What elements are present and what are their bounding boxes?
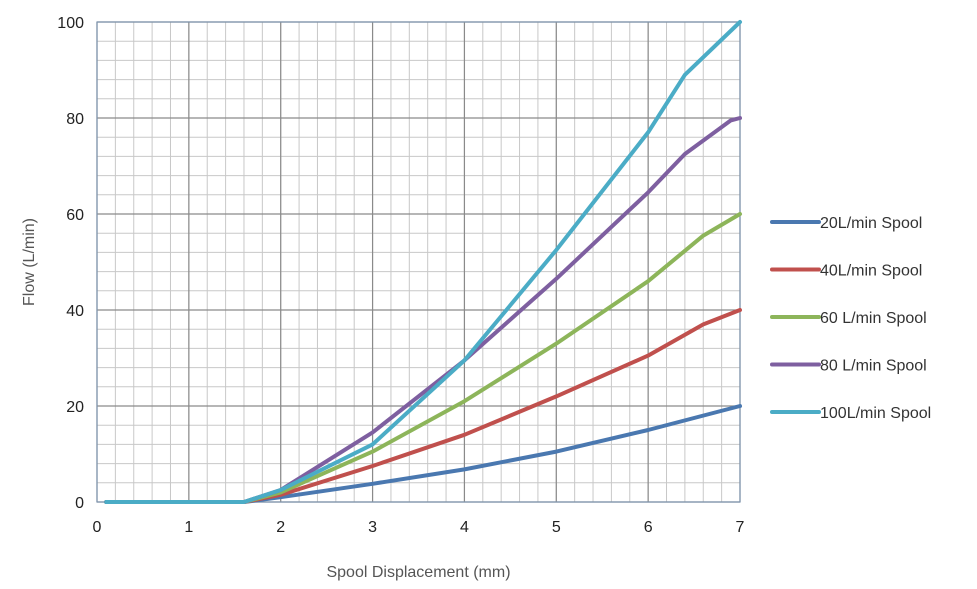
x-tick-label: 0 xyxy=(93,519,102,536)
series-line-5 xyxy=(104,20,742,504)
y-axis-title: Flow (L/min) xyxy=(21,218,38,306)
y-tick-label: 0 xyxy=(75,495,84,512)
y-tick-label: 100 xyxy=(57,15,84,32)
x-tick-label: 5 xyxy=(552,519,561,536)
x-tick-label: 7 xyxy=(736,519,745,536)
legend-label-4: 80 L/min Spool xyxy=(820,358,927,375)
x-tick-label: 6 xyxy=(644,519,653,536)
x-tick-label: 3 xyxy=(368,519,377,536)
legend: 20L/min Spool 40L/min Spool 60 L/min Spool… xyxy=(770,215,931,422)
series-line-1 xyxy=(104,404,742,504)
y-tick-label: 20 xyxy=(66,399,84,416)
x-axis-title: Spool Displacement (mm) xyxy=(326,564,510,581)
x-tick-label: 1 xyxy=(184,519,193,536)
legend-label-2: 40L/min Spool xyxy=(820,263,922,280)
y-tick-labels: 0 20 40 60 80 100 xyxy=(57,15,84,512)
legend-label-1: 20L/min Spool xyxy=(820,215,922,232)
legend-label-5: 100L/min Spool xyxy=(820,405,931,422)
x-tick-label: 4 xyxy=(460,519,469,536)
plot-frame xyxy=(96,21,741,503)
y-tick-label: 60 xyxy=(66,207,84,224)
x-tick-labels: 0 1 2 3 4 5 6 7 xyxy=(93,519,745,536)
series-lines xyxy=(104,20,742,504)
y-tick-label: 40 xyxy=(66,303,84,320)
legend-label-3: 60 L/min Spool xyxy=(820,310,927,327)
y-tick-label: 80 xyxy=(66,111,84,128)
x-tick-label: 2 xyxy=(276,519,285,536)
